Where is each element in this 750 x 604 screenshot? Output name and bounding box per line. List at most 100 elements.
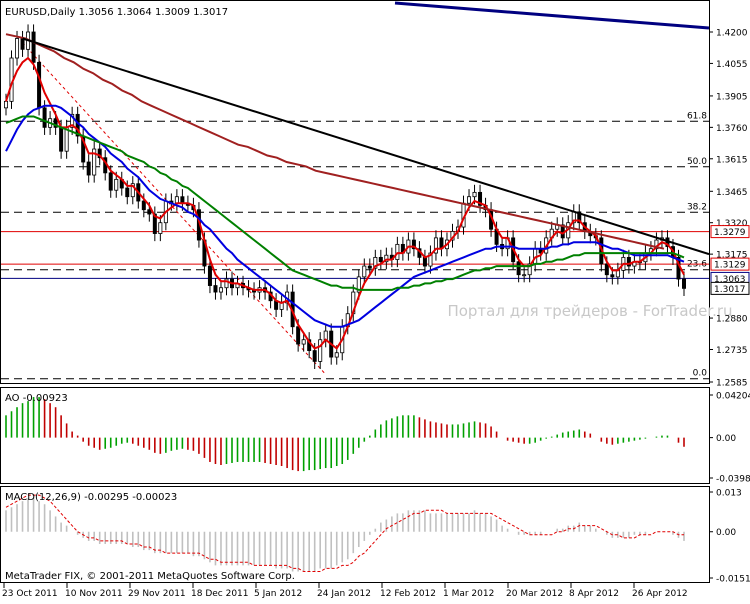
moving-average-line bbox=[5, 104, 685, 328]
moving-average-line bbox=[5, 115, 685, 291]
candle-body bbox=[422, 256, 427, 267]
ao-histogram bbox=[5, 397, 685, 472]
candle-body bbox=[152, 213, 157, 234]
trend-line-black bbox=[22, 37, 710, 256]
price-label-box bbox=[710, 281, 750, 295]
candle-body bbox=[53, 118, 58, 128]
candle-body bbox=[373, 256, 378, 269]
macd-axis: 0.013 0.00 -0.01513 bbox=[709, 489, 750, 585]
candle-body bbox=[15, 38, 20, 59]
time-tick-label: 24 Jan 2012 bbox=[317, 589, 371, 599]
candle-body bbox=[86, 161, 91, 176]
fib-levels: 61.8 50.0 38.2 23.6 0.0 bbox=[1, 42, 709, 380]
price-tick-label: 1.3465 bbox=[716, 188, 748, 198]
candle-body bbox=[527, 263, 532, 276]
ao-tick-label: 0.00 bbox=[716, 434, 736, 444]
price-label: 1.3129 bbox=[714, 261, 746, 271]
main-title: EURUSD,Daily 1.3056 1.3064 1.3009 1.3017 bbox=[5, 7, 228, 18]
candle-body bbox=[207, 265, 212, 286]
candle-body bbox=[158, 222, 163, 234]
candle-body bbox=[577, 211, 582, 224]
candle-body bbox=[97, 148, 102, 159]
candle-body bbox=[301, 339, 306, 345]
candle-body bbox=[367, 265, 372, 269]
ao-tick-label: -0.03982 bbox=[716, 475, 750, 485]
candle-body bbox=[108, 172, 113, 191]
time-tick-label: 18 Dec 2011 bbox=[191, 589, 249, 599]
trend-line-navy bbox=[394, 1, 710, 30]
price-tick-label: 1.3615 bbox=[716, 155, 748, 165]
price-label: 1.3017 bbox=[714, 285, 746, 295]
time-tick-label: 20 Mar 2012 bbox=[506, 589, 563, 599]
price-tick-label: 1.3905 bbox=[716, 92, 748, 102]
moving-average-line bbox=[5, 56, 685, 350]
candle-body bbox=[395, 243, 400, 260]
candle-body bbox=[147, 209, 152, 215]
fib-label: 38.2 bbox=[687, 202, 707, 212]
candle-body bbox=[610, 274, 615, 278]
candle-body bbox=[604, 263, 609, 276]
macd-tick-label: 0.00 bbox=[716, 528, 736, 538]
price-label: 1.3063 bbox=[714, 275, 746, 285]
price-tick-label: 1.3320 bbox=[716, 219, 748, 229]
price-tick-label: 1.2585 bbox=[716, 379, 748, 389]
time-tick-label: 23 Oct 2011 bbox=[2, 589, 58, 599]
candle-body bbox=[213, 285, 218, 293]
candle-body bbox=[378, 256, 383, 263]
ao-title: AO -0.00923 bbox=[5, 393, 68, 404]
time-tick-label: 5 Jan 2012 bbox=[254, 589, 302, 599]
time-tick-label: 12 Feb 2012 bbox=[380, 589, 436, 599]
trendlines bbox=[22, 1, 710, 256]
main-panel-frame bbox=[0, 0, 710, 384]
price-label: 1.3279 bbox=[714, 228, 746, 238]
candle-body bbox=[125, 187, 130, 198]
candle-body bbox=[334, 352, 339, 358]
macd-histogram bbox=[5, 498, 685, 572]
candle-body bbox=[141, 200, 146, 211]
candle-body bbox=[42, 107, 47, 128]
candle-body bbox=[682, 278, 687, 289]
candle-body bbox=[130, 183, 135, 198]
channel-line bbox=[22, 42, 327, 375]
time-tick-label: 10 Nov 2011 bbox=[65, 589, 123, 599]
time-tick-label: 29 Nov 2011 bbox=[128, 589, 186, 599]
watermark: Портал для трейдеров - ForTrader.ru bbox=[447, 302, 732, 320]
fib-label: 0.0 bbox=[693, 369, 708, 379]
candle-body bbox=[59, 126, 64, 152]
price-tick-label: 1.2880 bbox=[716, 315, 748, 325]
ao-axis: 0.04204 0.00 -0.03982 bbox=[709, 392, 750, 485]
moving-averages bbox=[5, 33, 685, 350]
candle-body bbox=[37, 61, 42, 109]
fib-label: 50.0 bbox=[687, 157, 707, 167]
macd-panel-frame bbox=[0, 486, 710, 583]
fib-label: 23.6 bbox=[687, 260, 707, 270]
candle-body bbox=[356, 276, 361, 293]
candle-body bbox=[70, 113, 75, 128]
macd-tick-label: -0.01513 bbox=[716, 575, 750, 585]
candle-body bbox=[516, 261, 521, 276]
candle-body bbox=[92, 148, 97, 176]
candle-body bbox=[411, 239, 416, 250]
ao-tick-label: 0.04204 bbox=[716, 392, 750, 402]
candle-body bbox=[467, 196, 472, 204]
price-axis: 1.4200 1.4055 1.3905 1.3760 1.3615 1.3465 1.33… bbox=[709, 29, 750, 389]
candle-body bbox=[384, 254, 389, 263]
time-tick-label: 1 Mar 2012 bbox=[443, 589, 494, 599]
candle-body bbox=[522, 274, 527, 277]
candle-body bbox=[20, 38, 25, 50]
macd-title: MACD(12,26,9) -0.00295 -0.00023 bbox=[5, 492, 177, 503]
watermark-group: Портал для трейдеров - ForTrader.ru bbox=[447, 302, 732, 320]
price-label-box bbox=[710, 225, 750, 239]
price-tick-label: 1.4200 bbox=[716, 29, 748, 39]
candle-body bbox=[296, 326, 301, 345]
candle-body bbox=[31, 31, 36, 63]
candle-body bbox=[433, 237, 438, 254]
candle-body bbox=[362, 265, 367, 278]
candle-body bbox=[4, 100, 9, 109]
candle-body bbox=[318, 339, 323, 362]
time-axis: 23 Oct 2011 10 Nov 2011 29 Nov 2011 18 Dec … bbox=[2, 583, 688, 599]
moving-average-line bbox=[5, 33, 665, 250]
price-tick-label: 1.4055 bbox=[716, 60, 748, 70]
